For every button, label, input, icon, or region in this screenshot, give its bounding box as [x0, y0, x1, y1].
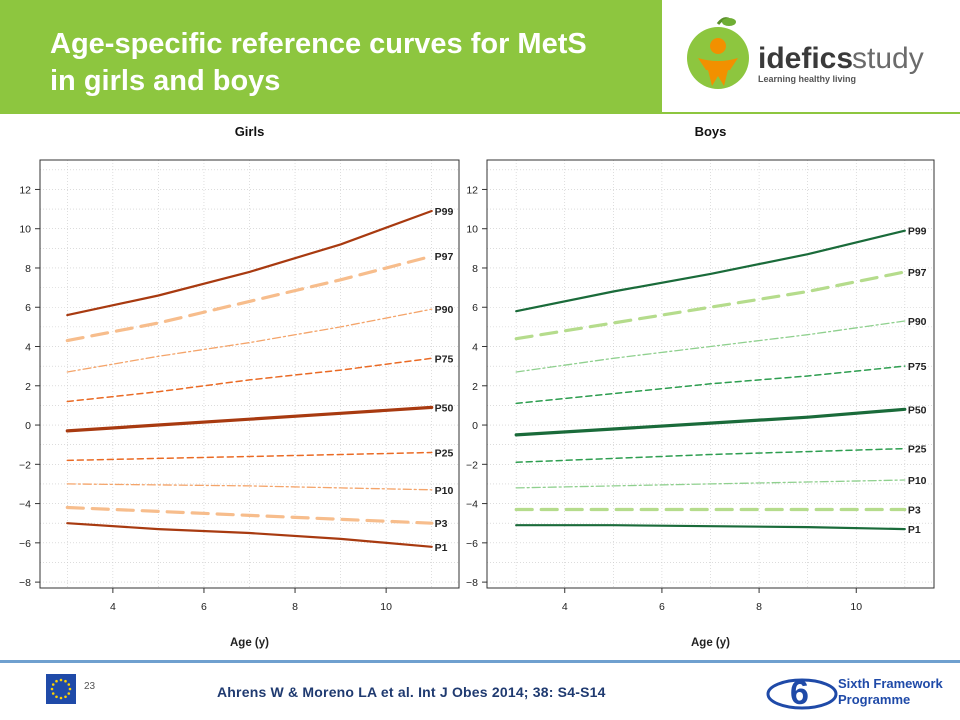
- idefics-logo: idefics study Learning healthy living: [687, 17, 924, 89]
- x-tick-label: 4: [110, 601, 116, 613]
- sixth-framework-logo: 6 Sixth Framework Programme: [766, 674, 944, 712]
- series-label-girls-p75: P75: [435, 353, 454, 365]
- chart-title-boys: Boys: [695, 124, 727, 139]
- series-line-boys-p99: [515, 229, 906, 313]
- child-figure-icon: [710, 38, 726, 54]
- chart-girls: Girls −8 −6 −4 −2 0 2 4 6 8 10 12 4 6 8 10 Age (y) P99 P97…: [19, 124, 460, 649]
- header-divider: [0, 112, 960, 114]
- plot-frame-girls: [39, 159, 460, 589]
- logo-brand-bold: idefics: [758, 42, 853, 75]
- series-label-boys-p90: P90: [908, 316, 927, 328]
- y-tick-label: 0: [25, 420, 31, 432]
- x-axis-label-boys: Age (y): [691, 637, 730, 649]
- series-label-girls-p1: P1: [435, 542, 448, 554]
- series-line-girls-p97: [65, 254, 434, 343]
- y-tick-label: 10: [19, 224, 31, 236]
- series-line-girls-p75: [66, 357, 433, 403]
- x-axis-label-girls: Age (y): [230, 637, 269, 649]
- slide-title-line2: in girls and boys: [50, 65, 281, 97]
- charts-area: Girls −8 −6 −4 −2 0 2 4 6 8 10 12 4 6 8 10 Age (y) P99 P97…: [19, 124, 935, 649]
- eu-flag-icon: [46, 674, 76, 704]
- series-line-girls-p99: [66, 209, 433, 317]
- series-line-girls-p1: [66, 522, 433, 548]
- y-tick-label: 2: [472, 381, 478, 393]
- x-tick-label: 6: [659, 601, 665, 613]
- series-label-boys-p3: P3: [908, 504, 921, 516]
- series-line-boys-p97: [514, 270, 907, 341]
- series-line-boys-p10: [515, 479, 906, 489]
- chart-title-girls: Girls: [235, 124, 265, 139]
- y-tick-label: 12: [19, 184, 31, 196]
- svg-text:6: 6: [790, 674, 809, 712]
- y-tick-label: −8: [466, 577, 478, 589]
- title-banner: Age-specific reference curves for MetS i…: [0, 0, 662, 112]
- y-tick-label: −6: [466, 538, 478, 550]
- y-tick-label: −4: [466, 499, 478, 511]
- y-tick-label: 4: [25, 342, 31, 354]
- y-tick-label: 0: [472, 420, 478, 432]
- series-line-boys-p50: [514, 407, 907, 437]
- series-line-boys-p90: [515, 320, 906, 373]
- programme-line1: Sixth Framework: [838, 676, 944, 691]
- apple-icon: [687, 27, 749, 89]
- series-label-girls-p25: P25: [435, 448, 454, 460]
- series-line-boys-p25: [515, 447, 906, 464]
- series-line-girls-p25: [66, 451, 433, 462]
- y-tick-label: 4: [472, 342, 478, 354]
- series-label-boys-p1: P1: [908, 524, 921, 536]
- x-tick-label: 6: [201, 601, 207, 613]
- y-tick-label: 6: [472, 302, 478, 314]
- plot-frame-boys: [486, 159, 935, 589]
- y-tick-label: −6: [19, 538, 31, 550]
- chart-boys: Boys −8 −6 −4 −2 0 2 4 6 8 10 12 4 6 8 10 Age (y) P99 P97 P…: [466, 124, 935, 649]
- series-line-girls-p50: [65, 405, 434, 433]
- y-tick-label: 6: [25, 302, 31, 314]
- programme-line2: Programme: [838, 692, 910, 707]
- y-tick-label: −2: [19, 459, 31, 471]
- series-line-girls-p90: [66, 308, 433, 373]
- series-label-girls-p99: P99: [435, 206, 454, 218]
- series-label-boys-p97: P97: [908, 267, 927, 279]
- series-label-boys-p10: P10: [908, 475, 927, 487]
- series-line-girls-p3: [65, 505, 434, 525]
- x-tick-label: 10: [850, 601, 862, 613]
- y-tick-label: 8: [472, 263, 478, 275]
- y-tick-label: 2: [25, 381, 31, 393]
- logo-tagline: Learning healthy living: [758, 74, 856, 84]
- x-tick-label: 8: [756, 601, 762, 613]
- y-tick-label: 8: [25, 263, 31, 275]
- fp6-swoosh-icon: [766, 678, 838, 710]
- slide-title: Age-specific reference curves for MetS i…: [50, 26, 650, 100]
- y-tick-label: 10: [466, 224, 478, 236]
- y-tick-label: −2: [466, 459, 478, 471]
- series-label-boys-p99: P99: [908, 226, 927, 238]
- series-label-girls-p50: P50: [435, 402, 454, 414]
- y-tick-label: 12: [466, 184, 478, 196]
- citation: Ahrens W & Moreno LA et al. Int J Obes 2…: [217, 684, 606, 700]
- series-label-girls-p97: P97: [435, 251, 454, 263]
- series-label-girls-p10: P10: [435, 485, 454, 497]
- series-line-girls-p10: [66, 483, 433, 491]
- x-tick-label: 4: [562, 601, 568, 613]
- page-number: 23: [84, 681, 96, 692]
- x-tick-label: 8: [292, 601, 298, 613]
- series-label-boys-p50: P50: [908, 404, 927, 416]
- slide-title-line1: Age-specific reference curves for MetS: [50, 28, 587, 60]
- series-line-boys-p1: [515, 524, 906, 531]
- series-line-boys-p75: [515, 365, 906, 405]
- series-label-boys-p75: P75: [908, 361, 927, 373]
- y-tick-label: −8: [19, 577, 31, 589]
- x-tick-label: 10: [380, 601, 392, 613]
- logo-brand-light: study: [852, 42, 924, 75]
- series-label-girls-p90: P90: [435, 304, 454, 316]
- series-label-boys-p25: P25: [908, 444, 927, 456]
- footer-divider: [0, 660, 960, 663]
- series-label-girls-p3: P3: [435, 518, 448, 530]
- y-tick-label: −4: [19, 499, 31, 511]
